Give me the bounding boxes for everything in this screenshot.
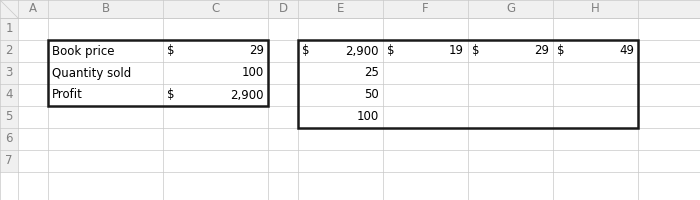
Text: $: $ [557, 45, 564, 58]
Text: Profit: Profit [52, 88, 83, 102]
Text: B: B [102, 2, 110, 16]
Text: 1: 1 [6, 22, 13, 36]
Text: 100: 100 [241, 66, 264, 79]
Text: G: G [506, 2, 515, 16]
Text: 5: 5 [6, 110, 13, 123]
Text: 29: 29 [534, 45, 549, 58]
Text: $: $ [472, 45, 480, 58]
Text: $: $ [167, 45, 174, 58]
Bar [0, 0, 18, 18]
Text: 49: 49 [619, 45, 634, 58]
Text: 2,900: 2,900 [230, 88, 264, 102]
Text: 2: 2 [6, 45, 13, 58]
Text: H: H [591, 2, 600, 16]
Text: C: C [211, 2, 220, 16]
Bar [0, 0, 700, 18]
Text: 29: 29 [249, 45, 264, 58]
Text: 6: 6 [6, 132, 13, 146]
Text: $: $ [302, 45, 309, 58]
Bar [298, 40, 638, 128]
Text: Quantity sold: Quantity sold [52, 66, 132, 79]
Text: 3: 3 [6, 66, 13, 79]
Text: A: A [29, 2, 37, 16]
Text: 50: 50 [364, 88, 379, 102]
Text: $: $ [167, 88, 174, 102]
Text: 19: 19 [449, 45, 464, 58]
Text: 2,900: 2,900 [346, 45, 379, 58]
Text: $: $ [387, 45, 395, 58]
Text: 7: 7 [6, 154, 13, 168]
Text: 100: 100 [357, 110, 379, 123]
Text: Book price: Book price [52, 45, 115, 58]
Text: F: F [422, 2, 429, 16]
Text: 25: 25 [364, 66, 379, 79]
Bar [48, 40, 268, 106]
Text: 4: 4 [6, 88, 13, 102]
Text: E: E [337, 2, 344, 16]
Bar [0, 18, 18, 172]
Text: D: D [279, 2, 288, 16]
